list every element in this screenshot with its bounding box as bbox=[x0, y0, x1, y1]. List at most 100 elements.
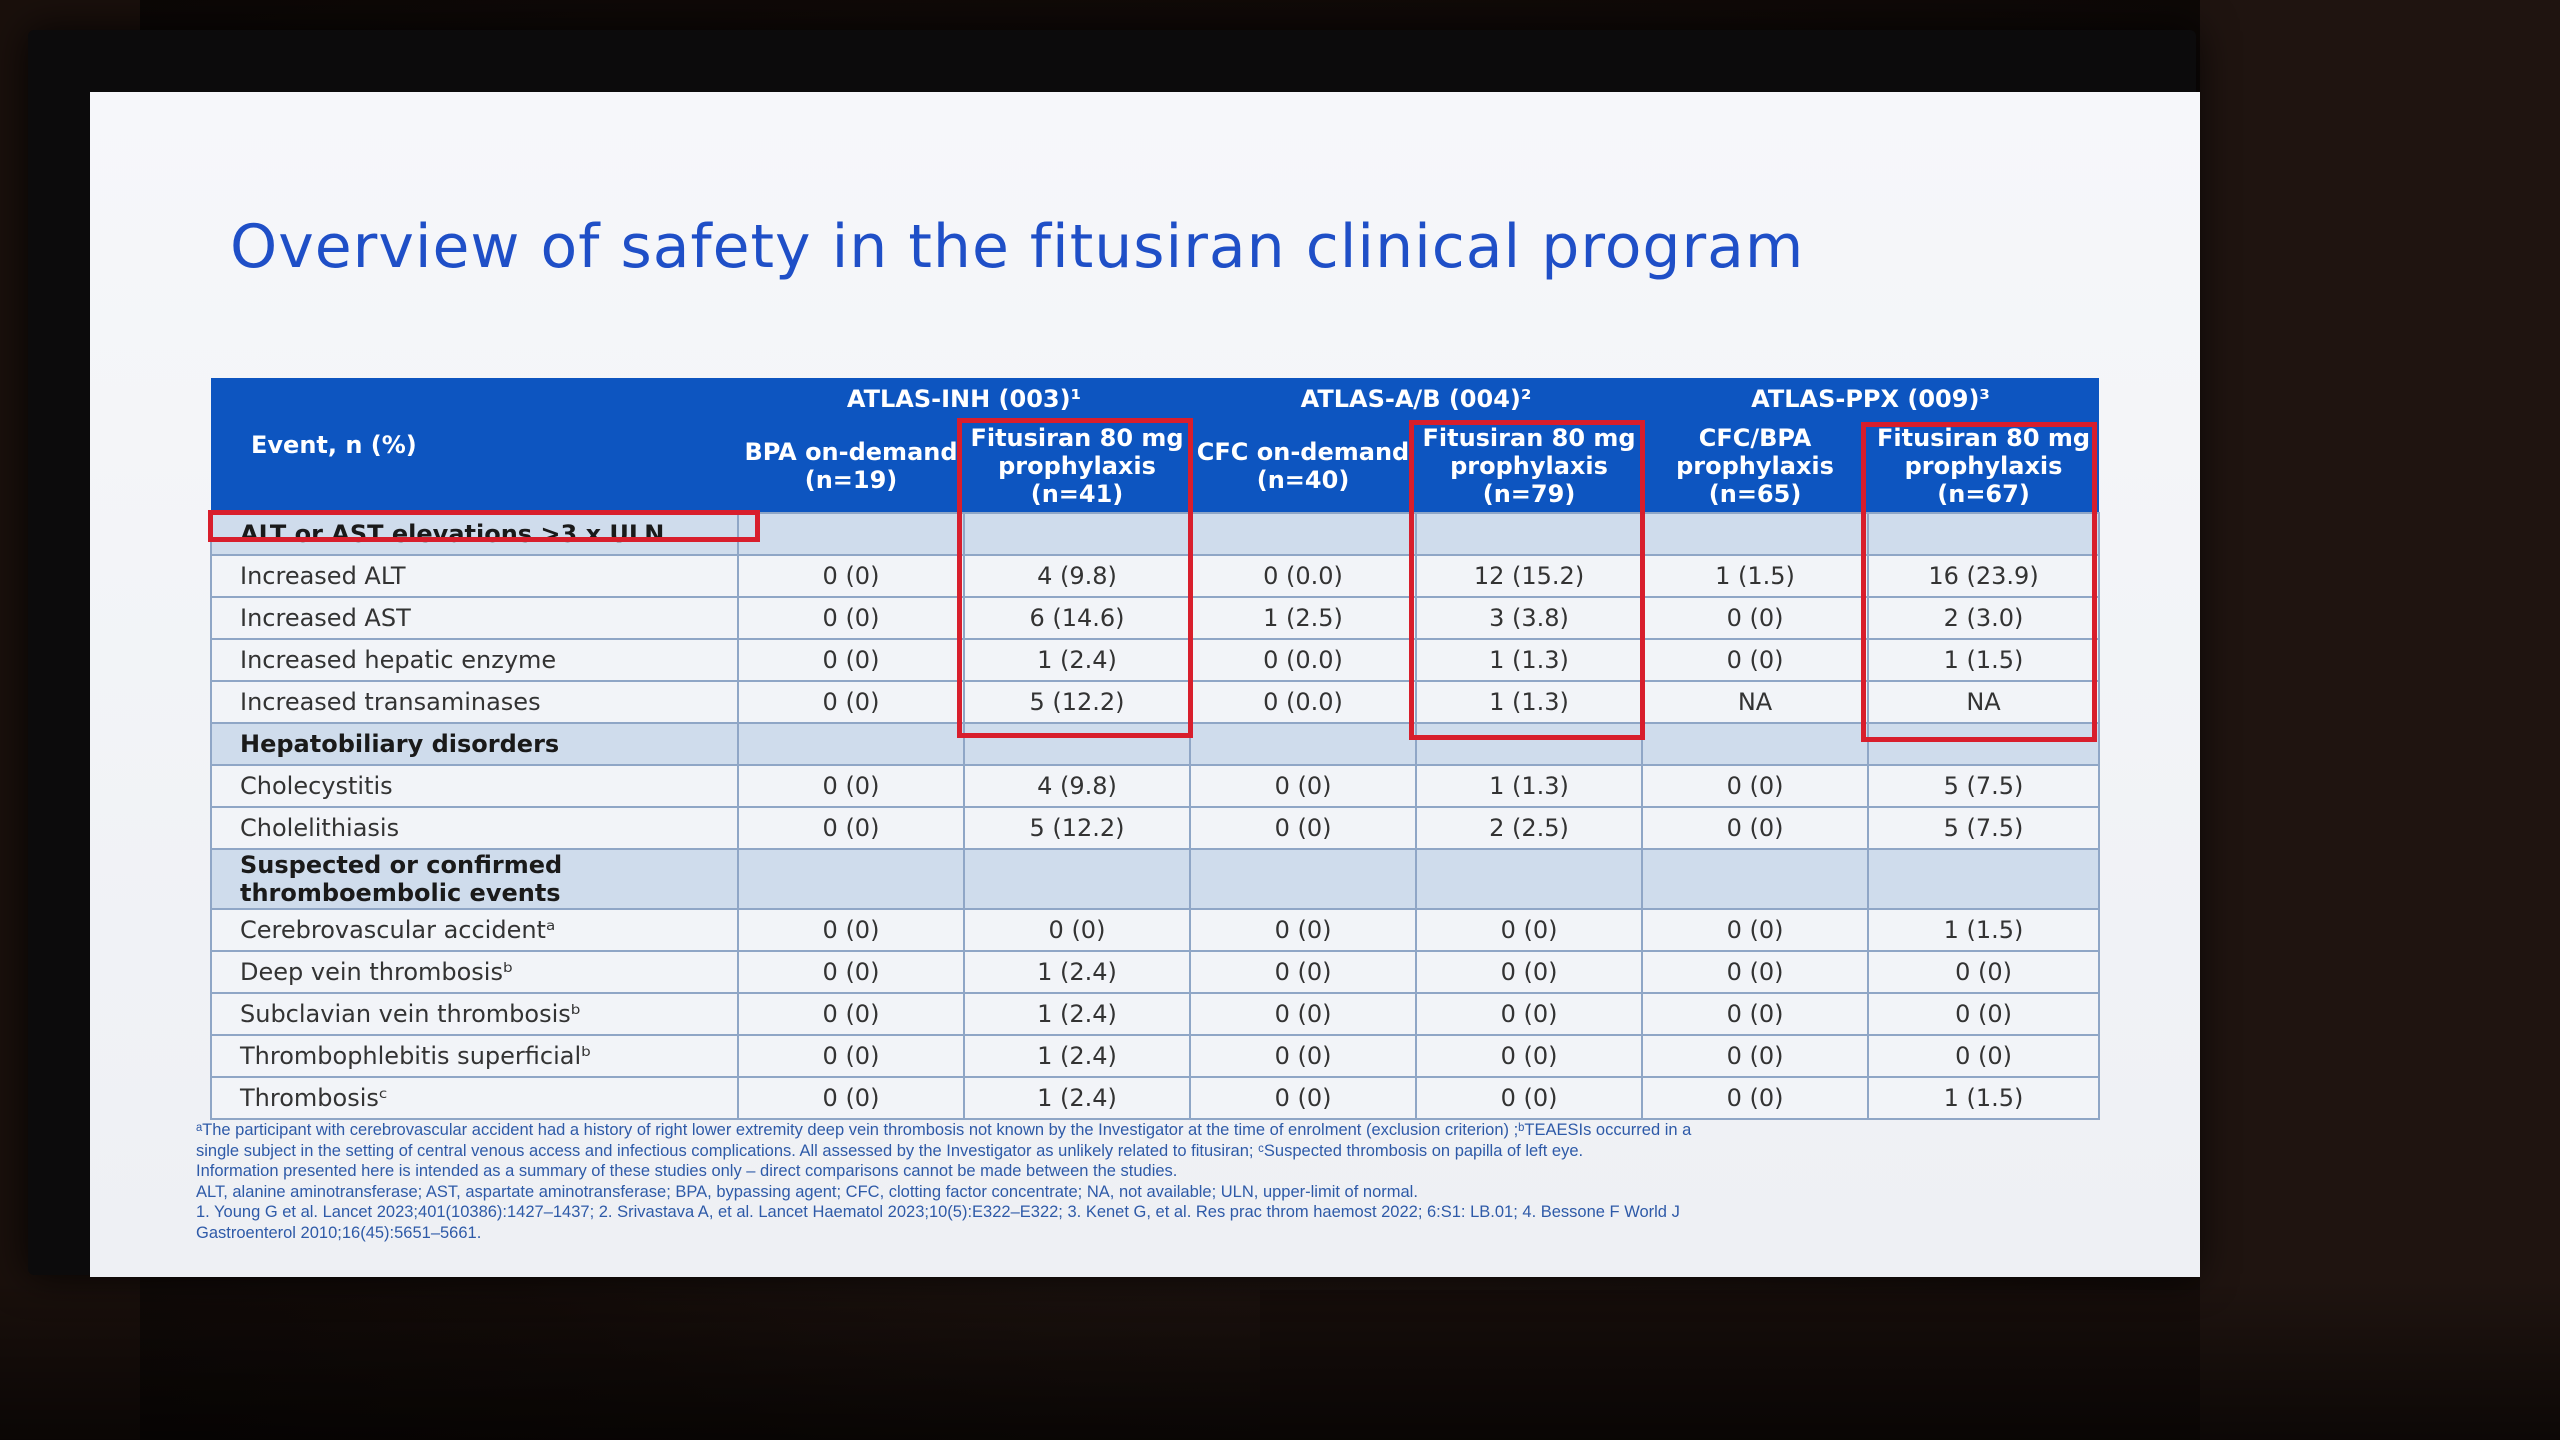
value-cell: 0 (0) bbox=[737, 764, 965, 808]
slide-title: Overview of safety in the fitusiran clin… bbox=[230, 212, 1805, 282]
value-cell: 5 (12.2) bbox=[962, 806, 1192, 850]
value-cell: 0 (0) bbox=[1189, 950, 1418, 994]
arm-header: Fitusiran 80 mg prophylaxis (n=79) bbox=[1416, 420, 1643, 513]
value-cell: 0 (0) bbox=[1641, 1034, 1870, 1078]
arm-header: Fitusiran 80 mg prophylaxis (n=67) bbox=[1868, 420, 2100, 513]
table-row: Deep vein thrombosisᵇ 0 (0) 1 (2.4) 0 (0) 0 … bbox=[210, 950, 2101, 994]
arm-header: CFC/BPA prophylaxis (n=65) bbox=[1642, 420, 1869, 513]
floor-shadow bbox=[0, 1280, 2560, 1440]
section-header-row: ALT or AST elevations >3 x ULN bbox=[210, 512, 2101, 556]
value-cell: 0 (0) bbox=[1189, 764, 1418, 808]
event-label: Increased transaminases bbox=[210, 680, 739, 724]
section-blank-cell bbox=[737, 848, 965, 910]
section-blank-cell bbox=[1189, 722, 1418, 766]
value-cell: 0 (0) bbox=[1189, 806, 1418, 850]
value-cell: 1 (2.4) bbox=[962, 950, 1192, 994]
footnote-line: Information presented here is intended a… bbox=[196, 1162, 1178, 1180]
value-cell: 0 (0) bbox=[1641, 950, 1870, 994]
arm-header: BPA on-demand (n=19) bbox=[738, 420, 964, 513]
table-body: ALT or AST elevations >3 x ULN Increased … bbox=[210, 512, 2101, 1120]
study-group-atlas-inh: ATLAS-INH (003)¹ bbox=[738, 378, 1191, 420]
value-cell: 2 (2.5) bbox=[1415, 806, 1644, 850]
section-blank-cell bbox=[737, 722, 965, 766]
value-cell: 0 (0) bbox=[1641, 764, 1870, 808]
value-cell: 0 (0) bbox=[1867, 950, 2101, 994]
footnote-line: Gastroenterol 2010;16(45):5651–5661. bbox=[196, 1223, 482, 1242]
table-row: Increased transaminases 0 (0) 5 (12.2) 0 (0… bbox=[210, 680, 2101, 724]
table-row: Increased ALT 0 (0) 4 (9.8) 0 (0.0) 12 (15.2… bbox=[210, 554, 2101, 598]
section-blank-cell bbox=[962, 848, 1192, 910]
study-group-atlas-ab: ATLAS-A/B (004)² bbox=[1190, 378, 1643, 420]
value-cell: NA bbox=[1641, 680, 1870, 724]
event-column-header: Event, n (%) bbox=[211, 378, 738, 513]
study-group-atlas-ppx: ATLAS-PPX (009)³ bbox=[1642, 378, 2100, 420]
value-cell: 0 (0) bbox=[737, 908, 965, 952]
table-row: Thrombophlebitis superficialᵇ 0 (0) 1 (2.4… bbox=[210, 1034, 2101, 1078]
table-row: Cholecystitis 0 (0) 4 (9.8) 0 (0) 1 (1.3) 0 (… bbox=[210, 764, 2101, 808]
section-header-row: Hepatobiliary disorders bbox=[210, 722, 2101, 766]
footnote-line: single subject in the setting of central… bbox=[196, 1141, 1584, 1160]
table-row: Cerebrovascular accidentᵃ 0 (0) 0 (0) 0 (0)… bbox=[210, 908, 2101, 952]
table-row: Increased hepatic enzyme 0 (0) 1 (2.4) 0 (0… bbox=[210, 638, 2101, 682]
value-cell: 0 (0) bbox=[737, 554, 965, 598]
section-header-row: Suspected or confirmed thromboembolic ev… bbox=[210, 848, 2101, 910]
section-title: Suspected or confirmed thromboembolic ev… bbox=[210, 848, 739, 910]
value-cell: 1 (2.4) bbox=[962, 1034, 1192, 1078]
value-cell: 0 (0) bbox=[1189, 908, 1418, 952]
value-cell: 0 (0) bbox=[1415, 1076, 1644, 1120]
arm-header-row: BPA on-demand (n=19) Fitusiran 80 mg pro… bbox=[211, 420, 2100, 513]
value-cell: 3 (3.8) bbox=[1415, 596, 1644, 640]
event-label: Subclavian vein thrombosisᵇ bbox=[210, 992, 739, 1036]
section-blank-cell bbox=[737, 512, 965, 556]
value-cell: 0 (0) bbox=[737, 638, 965, 682]
event-label: Increased hepatic enzyme bbox=[210, 638, 739, 682]
event-label: Increased ALT bbox=[210, 554, 739, 598]
value-cell: 16 (23.9) bbox=[1867, 554, 2101, 598]
section-blank-cell bbox=[1641, 722, 1870, 766]
table-row: Cholelithiasis 0 (0) 5 (12.2) 0 (0) 2 (2.5) 0… bbox=[210, 806, 2101, 850]
value-cell: 1 (2.4) bbox=[962, 992, 1192, 1036]
arm-header: Fitusiran 80 mg prophylaxis (n=41) bbox=[964, 420, 1191, 513]
value-cell: 0 (0) bbox=[1189, 1076, 1418, 1120]
value-cell: 0 (0) bbox=[1641, 908, 1870, 952]
value-cell: 12 (15.2) bbox=[1415, 554, 1644, 598]
table-row: Increased AST 0 (0) 6 (14.6) 1 (2.5) 3 (3.8)… bbox=[210, 596, 2101, 640]
value-cell: 1 (1.5) bbox=[1867, 1076, 2101, 1120]
value-cell: 5 (12.2) bbox=[962, 680, 1192, 724]
value-cell: 1 (1.3) bbox=[1415, 638, 1644, 682]
value-cell: 0 (0) bbox=[1415, 950, 1644, 994]
value-cell: 0 (0) bbox=[1641, 992, 1870, 1036]
value-cell: 4 (9.8) bbox=[962, 764, 1192, 808]
footnote-line: 1. Young G et al. Lancet 2023;401(10386)… bbox=[196, 1203, 1680, 1221]
event-label: Deep vein thrombosisᵇ bbox=[210, 950, 739, 994]
section-title: Hepatobiliary disorders bbox=[210, 722, 739, 766]
section-blank-cell bbox=[1189, 848, 1418, 910]
study-group-header-row: Event, n (%) ATLAS-INH (003)¹ ATLAS-A/B … bbox=[211, 378, 2100, 513]
value-cell: 0 (0) bbox=[1641, 1076, 1870, 1120]
section-blank-cell bbox=[1867, 512, 2101, 556]
value-cell: 0 (0) bbox=[737, 950, 965, 994]
value-cell: 0 (0) bbox=[737, 806, 965, 850]
value-cell: 5 (7.5) bbox=[1867, 764, 2101, 808]
value-cell: 0 (0) bbox=[737, 1034, 965, 1078]
value-cell: 0 (0) bbox=[962, 908, 1192, 952]
value-cell: 0 (0) bbox=[737, 596, 965, 640]
section-blank-cell bbox=[1641, 848, 1870, 910]
value-cell: 6 (14.6) bbox=[962, 596, 1192, 640]
display-monitor: Overview of safety in the fitusiran clin… bbox=[28, 30, 2200, 1277]
safety-table: Event, n (%) ATLAS-INH (003)¹ ATLAS-A/B … bbox=[210, 378, 2101, 1120]
footnotes: ᵃThe participant with cerebrovascular ac… bbox=[196, 1120, 2086, 1243]
value-cell: 0 (0.0) bbox=[1189, 638, 1418, 682]
event-label: Cerebrovascular accidentᵃ bbox=[210, 908, 739, 952]
section-blank-cell bbox=[1415, 722, 1644, 766]
value-cell: 2 (3.0) bbox=[1867, 596, 2101, 640]
value-cell: 0 (0) bbox=[1415, 992, 1644, 1036]
section-blank-cell bbox=[1415, 848, 1644, 910]
presentation-slide: Overview of safety in the fitusiran clin… bbox=[90, 92, 2200, 1277]
value-cell: 0 (0) bbox=[1415, 1034, 1644, 1078]
wall-panel bbox=[2200, 0, 2560, 1440]
value-cell: 1 (1.5) bbox=[1867, 638, 2101, 682]
value-cell: 1 (1.5) bbox=[1867, 908, 2101, 952]
value-cell: 5 (7.5) bbox=[1867, 806, 2101, 850]
value-cell: 0 (0) bbox=[737, 1076, 965, 1120]
